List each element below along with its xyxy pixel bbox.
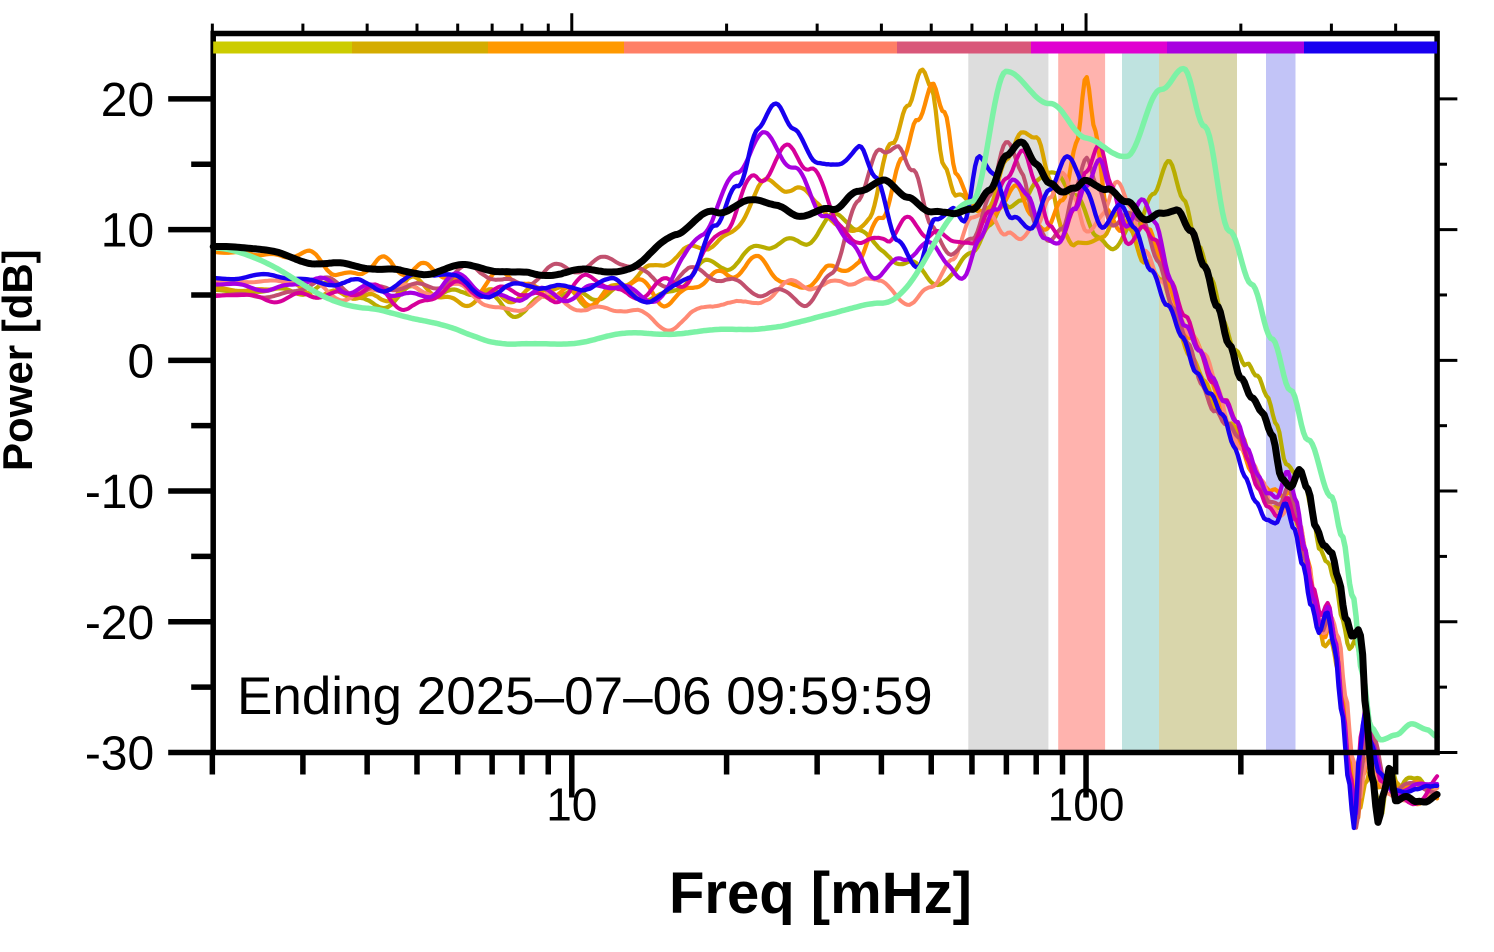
svg-text:10: 10 bbox=[101, 205, 154, 258]
svg-text:-10: -10 bbox=[85, 466, 154, 519]
svg-text:-20: -20 bbox=[85, 597, 154, 650]
svg-text:20: 20 bbox=[101, 74, 154, 127]
svg-text:10: 10 bbox=[546, 779, 597, 831]
svg-text:-30: -30 bbox=[85, 728, 154, 781]
svg-text:100: 100 bbox=[1048, 779, 1125, 831]
svg-text:0: 0 bbox=[127, 335, 154, 388]
